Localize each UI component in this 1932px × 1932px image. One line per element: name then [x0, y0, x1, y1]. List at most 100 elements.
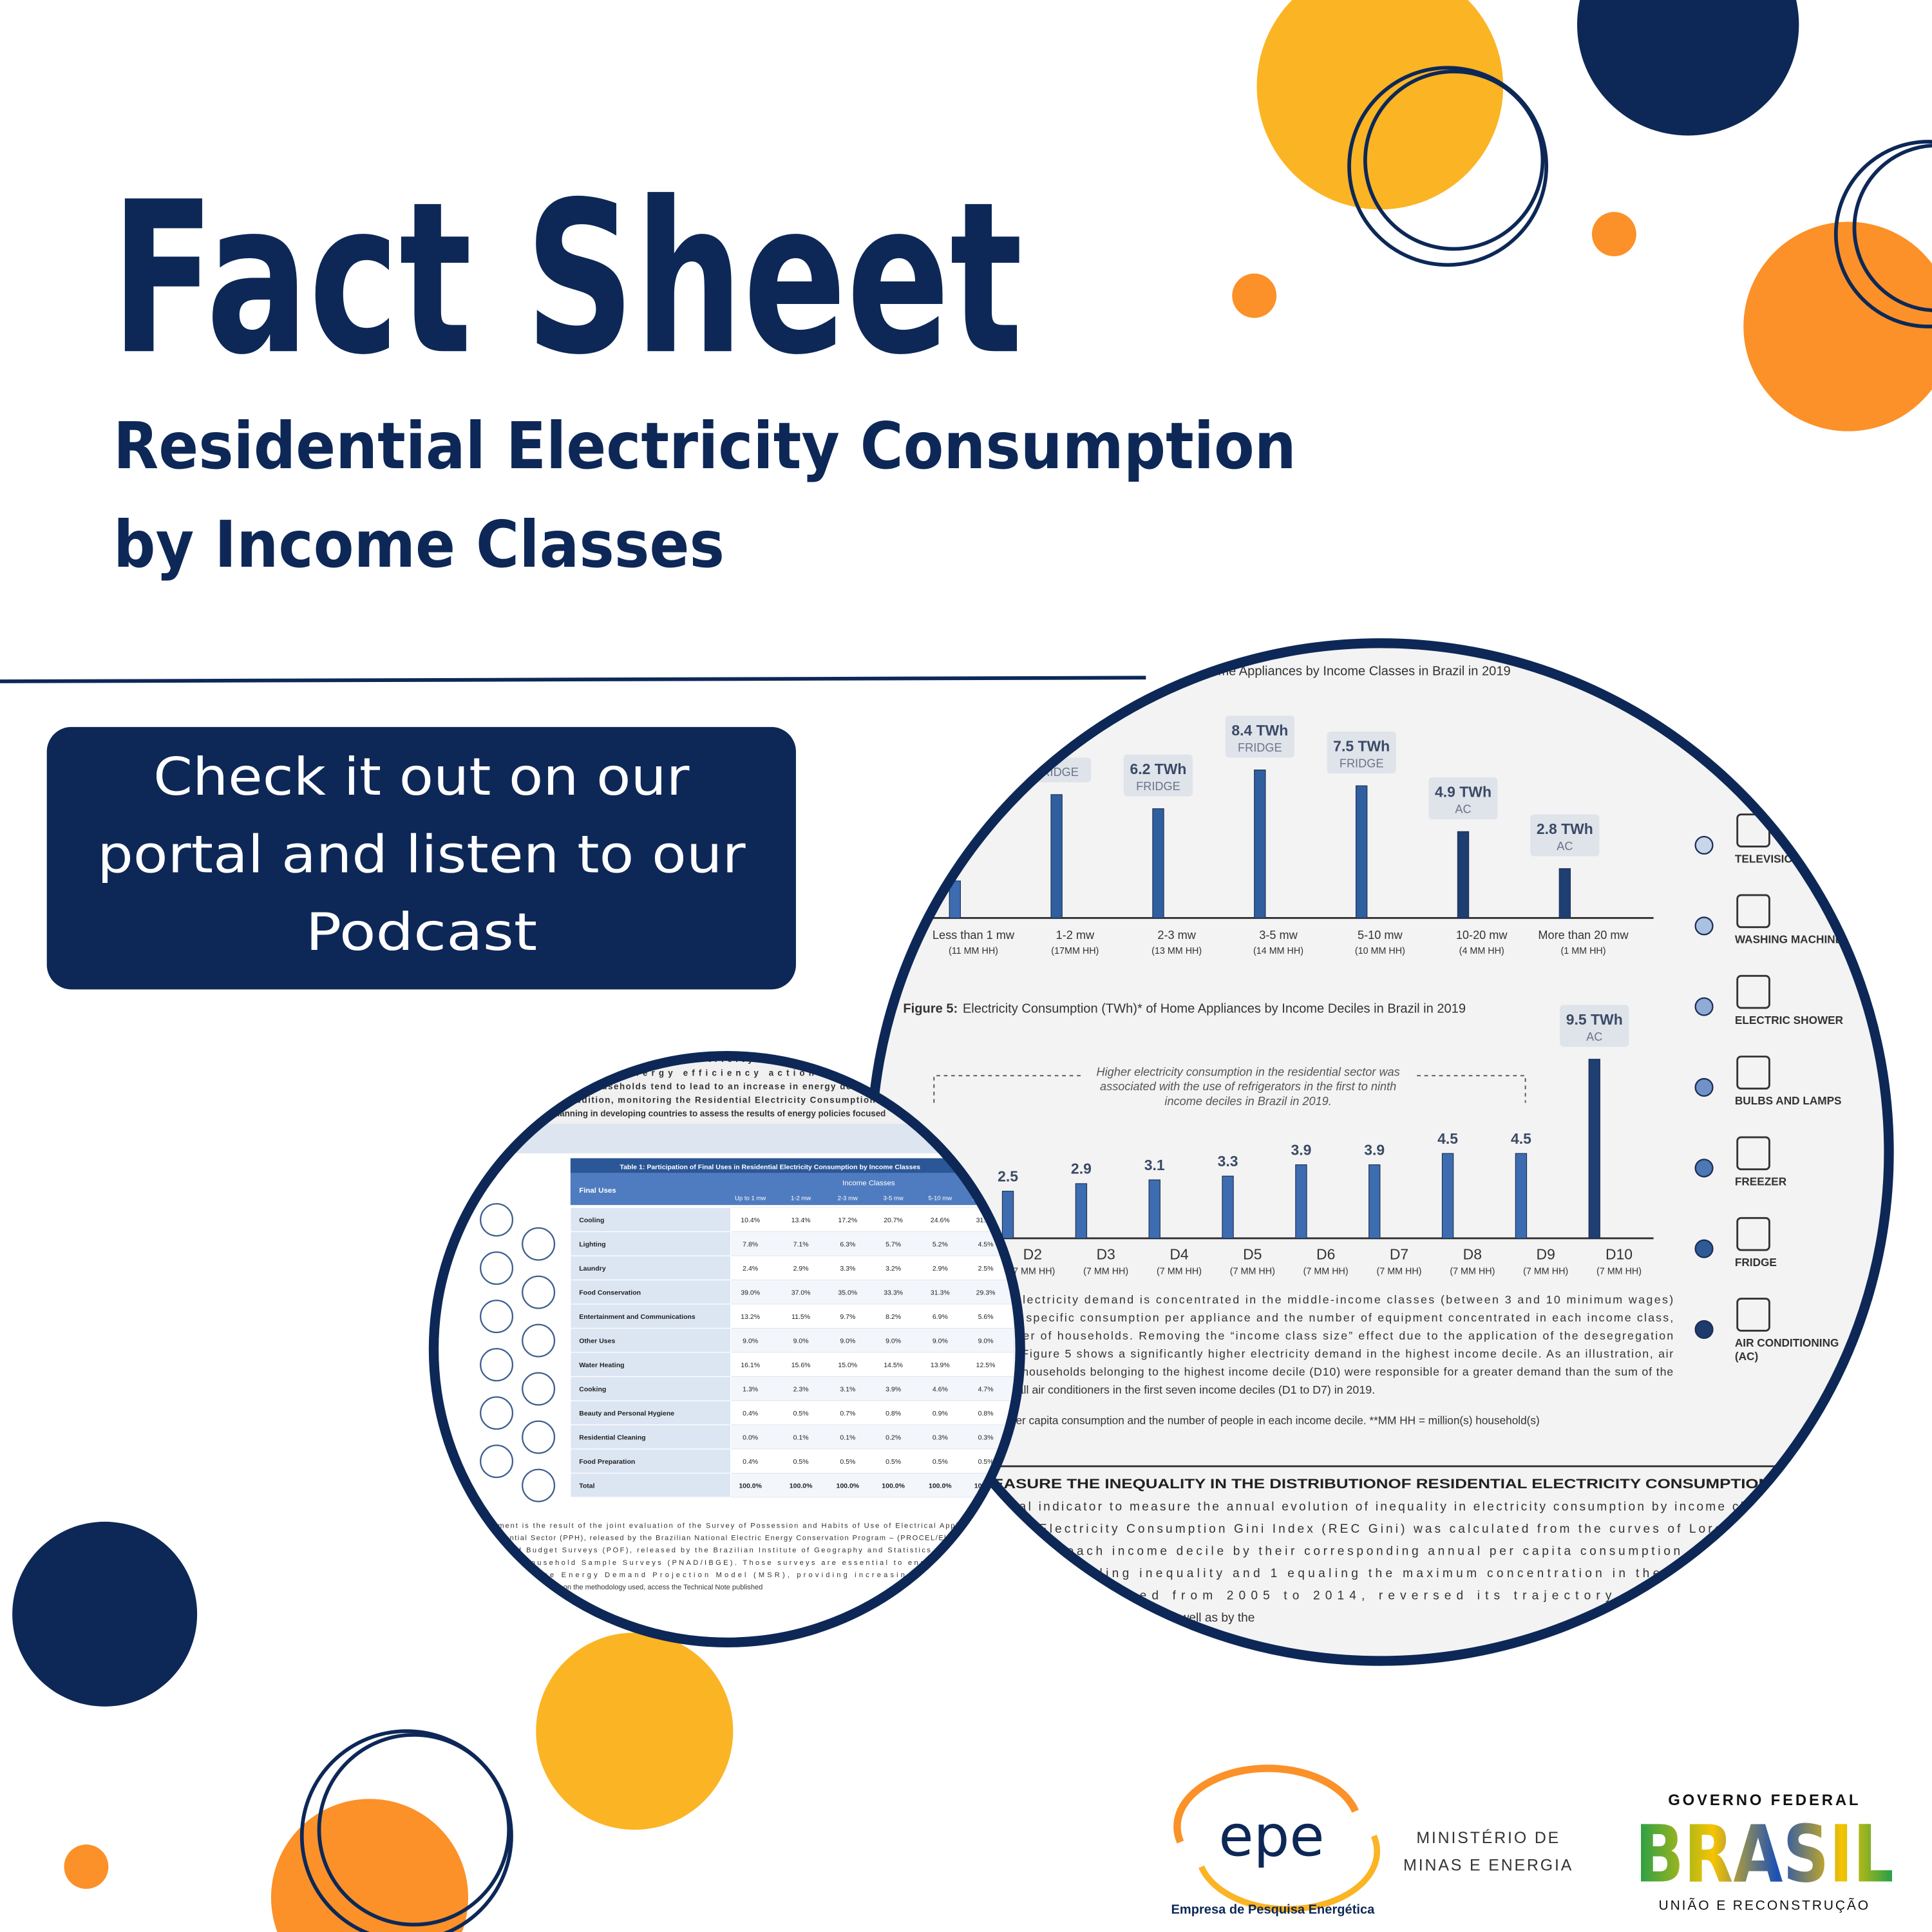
table-cell: 0.4% [743, 1458, 758, 1466]
bar [1152, 808, 1164, 918]
table-row-label: Other Uses [579, 1337, 615, 1345]
table-row-label: Total [579, 1482, 594, 1490]
x-tick-label: D10 [1605, 1245, 1633, 1262]
x-tick-label: D2 [1023, 1245, 1042, 1262]
portal-button[interactable]: Check it out on our portal and listen to… [46, 726, 796, 990]
annotation: associated with the use of refrigerators… [1100, 1080, 1396, 1093]
bar [1457, 831, 1470, 918]
x-tick-sub: (7 MM HH) [1596, 1266, 1642, 1276]
table-cell: 2.4% [743, 1265, 758, 1273]
paragraph-line: information. For more information on the… [456, 1584, 762, 1591]
appliance-label: FRIDGE [1340, 757, 1384, 770]
x-tick-sub: (10 MM HH) [1355, 946, 1405, 956]
x-tick-sub: (7 MM HH) [1230, 1266, 1275, 1276]
data-label: 7.5 TWh [1333, 738, 1390, 755]
table-cell: 16.1% [741, 1361, 760, 1369]
table-cell: 100.0% [929, 1482, 952, 1490]
table-cell: 9.0% [840, 1337, 855, 1345]
legend-label: FRIDGE [1735, 1256, 1777, 1269]
x-tick-label: 2-3 mw [1157, 929, 1196, 942]
table-cell: 100.0% [882, 1482, 905, 1490]
table-row-label: Laundry [579, 1265, 606, 1273]
table-cell: 2.9% [793, 1265, 809, 1273]
table-cell: 35.0% [838, 1289, 857, 1296]
table-cell: 9.0% [933, 1337, 948, 1345]
bar [1254, 769, 1266, 918]
table-cell: 0.4% [743, 1410, 758, 1417]
table-cell: 9.0% [743, 1337, 758, 1345]
table-label-bg [570, 1207, 732, 1233]
paragraph-line: As an additional indicator to measure th… [912, 1501, 1774, 1514]
paragraph-line: varies from 0, 0 equaling inequality and… [912, 1567, 1774, 1580]
x-tick-label: D7 [1390, 1245, 1408, 1262]
x-tick-label: 5-10 mw [1358, 929, 1403, 942]
data-label: 6.2 TWh [1130, 761, 1187, 777]
table-cell: 7.1% [793, 1240, 809, 1248]
table-cell: 3.9% [886, 1385, 901, 1393]
row-icon [522, 1227, 556, 1261]
button-text[interactable]: Check it out on our [153, 746, 690, 807]
legend-icon [1736, 1136, 1770, 1171]
paragraph-line: Residential electricity demand is concen… [936, 1293, 1673, 1306]
table-cell: 0.5% [793, 1410, 809, 1417]
paragraph-line: the households of each income decile by … [912, 1545, 1775, 1558]
button-text[interactable]: Podcast [305, 902, 537, 962]
table-header: Income Classes [842, 1180, 895, 1188]
table-cell: 2.3% [793, 1385, 809, 1393]
annotation: income deciles in Brazil in 2019. [1164, 1095, 1331, 1108]
table-cell: 13.2% [741, 1313, 760, 1321]
table-caption: Table 1: Participation of Final Uses in … [620, 1164, 920, 1171]
table-cell: 0.5% [840, 1458, 855, 1466]
x-tick-sub: (7 MM HH) [1157, 1266, 1202, 1276]
paragraph-line: is important for energy planning in deve… [456, 1108, 886, 1118]
table-label-bg [570, 1376, 732, 1401]
table-cell: 13.4% [791, 1217, 811, 1224]
paragraph-line: methodology, Figure 5 shows a significan… [936, 1347, 1673, 1360]
x-tick-label: 10-20 mw [1456, 929, 1508, 942]
table-cell: 20.7% [884, 1217, 903, 1224]
paragraph-line: calibration of the Energy Demand Project… [456, 1571, 986, 1579]
appliance-label: AC [1455, 803, 1471, 816]
data-label: 4.9 TWh [1435, 784, 1492, 800]
table-cell: 10.4% [741, 1217, 760, 1224]
row-icon [480, 1348, 514, 1382]
button-bg[interactable] [46, 726, 796, 990]
table-cell: 29.3% [976, 1289, 996, 1296]
legend-label: TELEVISION [1735, 852, 1801, 865]
x-tick-sub: (13 MM HH) [1151, 946, 1202, 956]
figure-text: Electricity Consumption (TWh)* of Home A… [963, 1002, 1466, 1016]
bar [1001, 1191, 1014, 1239]
legend-label: WASHING MACHINE [1735, 933, 1842, 946]
paragraph-line: This document is the result of the joint… [456, 1522, 986, 1530]
label-box [1428, 777, 1498, 820]
epe-wordmark: epe [1218, 1803, 1324, 1869]
legend-label: (AC) [1735, 1350, 1758, 1363]
zoom-circle [873, 645, 1887, 1659]
bar [1441, 1153, 1454, 1239]
button-text[interactable]: portal and listen to our [97, 824, 746, 885]
table-caption-bg [570, 1158, 1014, 1173]
data-label: 3.1 [1144, 1157, 1165, 1173]
table-cell: 3.1% [840, 1385, 855, 1393]
x-tick-label: D6 [1316, 1245, 1335, 1262]
table-cell: 0.1% [793, 1434, 809, 1441]
figure-title: Figure 5: Electricity Consumption (TWh)* … [903, 1002, 1466, 1016]
table-cell: 3.3% [840, 1265, 855, 1273]
table-row-label: Cooling [579, 1217, 604, 1224]
table-cell: 13.9% [931, 1361, 950, 1369]
epe-logo: epe Empresa de Pesquisa Energética [1171, 1765, 1381, 1917]
government: GOVERNO FEDERAL [1668, 1792, 1861, 1809]
table-label-bg [570, 1472, 732, 1498]
table-label-bg [570, 1303, 732, 1329]
legend-icon [1736, 1298, 1770, 1332]
paragraph-line: the Residential Electricity Consumption … [912, 1522, 1775, 1536]
table-label-bg [570, 1279, 732, 1305]
table-cell: 0.3% [933, 1434, 948, 1441]
table-row-label: Beauty and Personal Hygiene [579, 1410, 674, 1417]
row-icon [480, 1444, 514, 1479]
legend-label: FREEZER [1735, 1175, 1787, 1188]
table-cell: 0.2% [886, 1434, 901, 1441]
data-label: 2.9 [1071, 1160, 1092, 1177]
